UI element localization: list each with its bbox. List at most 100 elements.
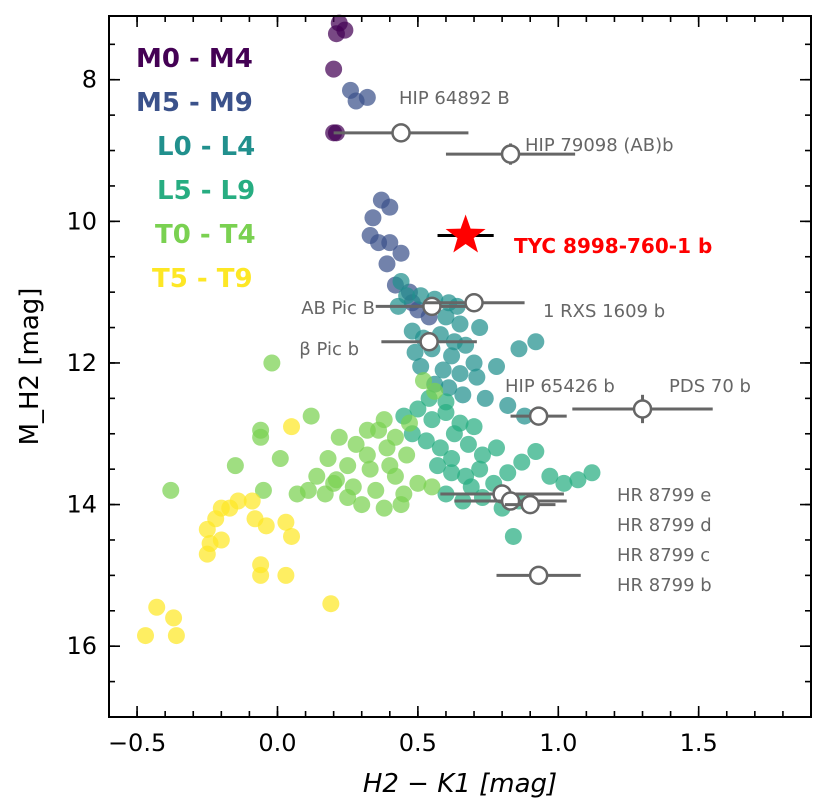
point-l0-l4: [434, 361, 452, 379]
point-l0-l4: [465, 354, 483, 372]
point-m5-m9: [381, 198, 399, 216]
point-t5-t9: [277, 513, 295, 531]
point-t5-t9: [212, 499, 230, 517]
point-l5-l9: [583, 464, 601, 482]
legend-entry: M0 - M4: [136, 44, 253, 74]
point-l5-l9: [504, 527, 522, 545]
point-t5-t9: [277, 566, 295, 584]
point-l5-l9: [513, 453, 531, 471]
point-t0-t4: [252, 421, 270, 439]
point-l0-l4: [476, 389, 494, 407]
point-t0-t4: [308, 467, 326, 485]
point-l0-l4: [527, 333, 545, 351]
point-t5-t9: [167, 627, 185, 645]
companion-marker: [419, 331, 439, 352]
point-l0-l4: [454, 386, 472, 404]
target-label: TYC 8998-760-1 b: [514, 234, 712, 258]
point-l0-l4: [440, 379, 458, 397]
companion-label: HIP 64892 B: [399, 88, 510, 109]
point-t0-t4: [347, 435, 365, 453]
point-m5-m9: [378, 255, 396, 273]
legend: M0 - M4 M5 - M9 L0 - L4 L5 - L9 T0 - T4 T5 - …: [136, 44, 256, 294]
y-tick-label: 12: [66, 349, 97, 377]
data-points-layer: [137, 14, 601, 645]
point-t5-t9: [137, 627, 155, 645]
point-t5-t9: [283, 418, 301, 436]
companion-label: HIP 79098 (AB)b: [525, 135, 674, 156]
point-l0-l4: [392, 273, 410, 291]
point-t5-t9: [198, 520, 216, 538]
companion-label: HR 8799 e: [617, 485, 711, 506]
point-l5-l9: [431, 439, 449, 457]
point-l5-l9: [462, 478, 480, 496]
point-l0-l4: [451, 365, 469, 383]
point-l5-l9: [443, 464, 461, 482]
companion-marker: [632, 399, 653, 419]
point-l5-l9: [527, 442, 545, 460]
point-l5-l9: [443, 450, 461, 468]
companion-marker: [464, 293, 484, 313]
point-t5-t9: [252, 566, 270, 584]
point-l5-l9: [437, 393, 455, 411]
point-l5-l9: [409, 400, 427, 418]
companion-marker: [391, 123, 411, 143]
point-t0-t4: [319, 450, 337, 468]
companion-marker: [528, 565, 549, 586]
point-m0-m4: [325, 60, 343, 78]
point-l0-l4: [437, 308, 455, 326]
companion-label: HIP 65426 b: [505, 376, 615, 397]
point-t0-t4: [409, 474, 427, 492]
point-t5-t9: [198, 545, 216, 563]
point-t0-t4: [414, 372, 432, 390]
y-axis-label: M_H2 [mag]: [15, 288, 45, 446]
point-l0-l4: [457, 336, 475, 354]
point-m5-m9: [392, 244, 410, 262]
companion-label: HR 8799 b: [617, 575, 712, 596]
point-l5-l9: [445, 425, 463, 443]
x-tick-label: −0.5: [108, 729, 166, 757]
x-tick-label: 0.0: [258, 729, 296, 757]
point-t0-t4: [330, 428, 348, 446]
point-l0-l4: [412, 358, 430, 375]
companion-marker: [500, 491, 521, 511]
y-tick-label: 16: [66, 632, 97, 660]
point-t0-t4: [426, 382, 444, 400]
point-l0-l4: [443, 347, 461, 365]
point-l0-l4: [488, 358, 506, 375]
point-l5-l9: [423, 411, 441, 429]
x-tick-label: 0.5: [399, 729, 437, 757]
point-t0-t4: [400, 414, 418, 432]
companion-marker: [422, 296, 442, 317]
point-l5-l9: [471, 460, 489, 478]
point-t0-t4: [162, 481, 180, 499]
companion-label: 1 RXS 1609 b: [543, 301, 665, 322]
point-t0-t4: [316, 485, 334, 503]
point-t0-t4: [392, 496, 410, 514]
point-l5-l9: [569, 471, 587, 489]
point-t0-t4: [353, 496, 371, 514]
point-l5-l9: [459, 435, 477, 453]
point-t0-t4: [370, 421, 388, 439]
point-l0-l4: [406, 343, 424, 361]
point-t0-t4: [381, 457, 399, 475]
point-l5-l9: [488, 439, 506, 457]
target-star-marker: [445, 214, 486, 253]
point-m5-m9: [381, 234, 399, 252]
point-t0-t4: [226, 457, 244, 475]
point-t0-t4: [263, 354, 281, 372]
y-tick-label: 10: [66, 207, 97, 235]
point-t0-t4: [358, 446, 376, 464]
point-t0-t4: [339, 488, 357, 506]
point-t0-t4: [254, 481, 272, 499]
companion-marker: [500, 144, 521, 164]
point-l5-l9: [465, 418, 483, 436]
companion-label: HR 8799 d: [617, 515, 712, 536]
x-tick-label: 1.5: [680, 729, 718, 757]
point-l5-l9: [429, 457, 447, 475]
point-t5-t9: [283, 527, 301, 545]
legend-entry: M5 - M9: [136, 88, 253, 118]
legend-entry: L5 - L9: [157, 176, 255, 206]
point-t5-t9: [148, 598, 166, 616]
point-l5-l9: [473, 446, 491, 464]
